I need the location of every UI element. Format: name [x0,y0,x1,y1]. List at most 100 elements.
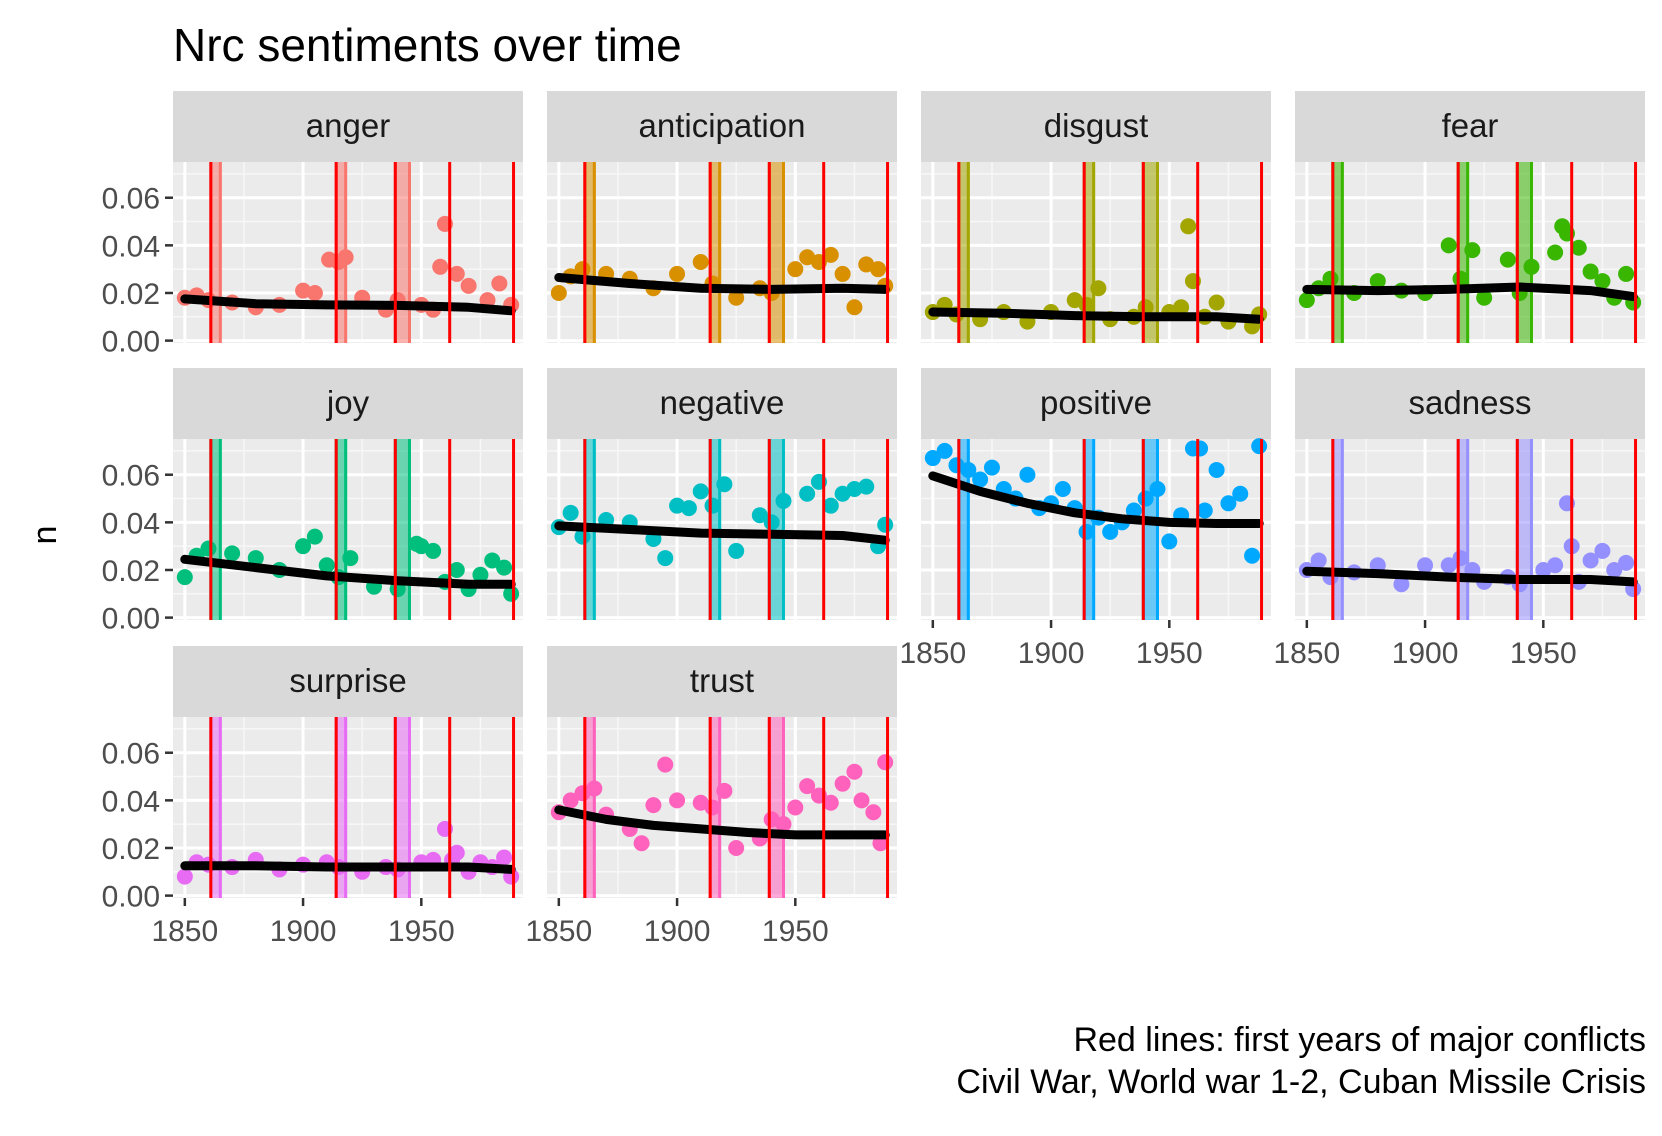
y-tick-label: 0.06 [102,738,160,771]
war-band-sadness [1458,439,1470,620]
data-point-anger [491,275,508,292]
chart-title: Nrc sentiments over time [173,19,682,71]
war-band-fear [1517,162,1532,343]
data-point-disgust [1137,299,1154,316]
data-point-positive [1244,547,1261,564]
strip-label-negative: negative [660,384,785,421]
war-band-positive [958,439,970,620]
data-point-fear [1322,270,1339,287]
strip-fear [1295,91,1645,162]
data-point-anger [448,265,465,282]
y-tick-label: 0.00 [102,881,160,914]
data-point-negative [680,500,697,517]
x-tick-label: 1850 [525,915,592,948]
data-point-anticipation [834,265,851,282]
strip-disgust [921,91,1271,162]
war-band-anger [395,162,410,343]
data-point-sadness [1440,557,1457,574]
x-tick-label: 1900 [270,915,337,948]
x-tick-label: 1900 [644,915,711,948]
data-point-negative [775,492,792,509]
strip-label-sadness: sadness [1409,384,1532,421]
data-point-disgust [1173,299,1190,316]
data-point-sadness [1606,561,1623,578]
data-point-disgust [1078,296,1095,313]
data-point-joy [176,569,193,586]
war-band-sadness [1517,439,1532,620]
strip-sadness [1295,368,1645,439]
data-point-sadness [1393,576,1410,593]
data-point-negative [692,483,709,500]
data-point-trust [865,804,882,821]
data-point-fear [1618,265,1635,282]
strip-surprise [173,646,523,717]
data-point-fear [1476,289,1493,306]
data-point-surprise [176,868,193,885]
panel-bg-trust [547,717,897,898]
war-band-disgust [1143,162,1158,343]
data-point-anticipation [846,299,863,316]
data-point-joy [503,585,520,602]
data-point-joy [200,540,217,557]
data-point-sadness [1594,542,1611,559]
war-band-trust [769,717,784,898]
data-point-fear [1440,237,1457,254]
data-point-negative [657,550,674,567]
y-tick-label: 0.02 [102,555,160,588]
data-point-fear [1369,273,1386,290]
data-point-joy [306,528,323,545]
x-tick-label: 1850 [151,915,218,948]
x-tick-label: 1900 [1392,637,1459,670]
x-tick-label: 1950 [1136,637,1203,670]
data-point-fear [1499,251,1516,268]
data-point-disgust [1090,280,1107,297]
data-point-fear [1582,263,1599,280]
war-band-positive [1143,439,1158,620]
strip-label-positive: positive [1040,384,1152,421]
data-point-trust [669,792,686,809]
caption-line-1: Red lines: first years of major conflict… [1073,1021,1646,1059]
war-band-surprise [210,717,222,898]
data-point-positive [924,450,941,467]
war-band-fear [1458,162,1470,343]
data-point-anticipation [822,246,839,263]
war-band-negative [769,439,784,620]
data-point-anticipation [692,254,709,271]
data-point-positive [1161,533,1178,550]
war-band-sadness [1332,439,1344,620]
war-band-surprise [336,717,348,898]
y-tick-label: 0.00 [102,603,160,636]
strip-label-trust: trust [690,662,754,699]
data-point-anticipation [787,261,804,278]
war-band-disgust [1084,162,1096,343]
war-band-surprise [395,717,410,898]
data-point-fear [1298,292,1315,309]
data-point-positive [1251,438,1268,455]
y-tick-label: 0.04 [102,230,160,263]
data-point-positive [1192,440,1209,457]
data-point-trust [834,775,851,792]
strip-label-fear: fear [1442,107,1499,144]
y-tick-label: 0.02 [102,833,160,866]
data-point-positive [983,459,1000,476]
data-point-sadness [1310,552,1327,569]
data-point-trust [645,797,662,814]
data-point-joy [484,552,501,569]
war-band-trust [584,717,596,898]
data-point-trust [799,778,816,795]
x-tick-label: 1950 [762,915,829,948]
data-point-positive [1125,502,1142,519]
data-point-trust [877,754,894,771]
data-point-negative [562,504,579,521]
data-point-joy [342,550,359,567]
panel-bg-anticipation [547,162,897,343]
data-point-negative [877,516,894,533]
data-point-trust [657,756,674,773]
data-point-positive [936,442,953,459]
data-point-fear [1594,273,1611,290]
data-point-positive [1137,490,1154,507]
data-point-fear [1452,270,1469,287]
data-point-positive [960,461,977,478]
strip-label-surprise: surprise [289,662,406,699]
